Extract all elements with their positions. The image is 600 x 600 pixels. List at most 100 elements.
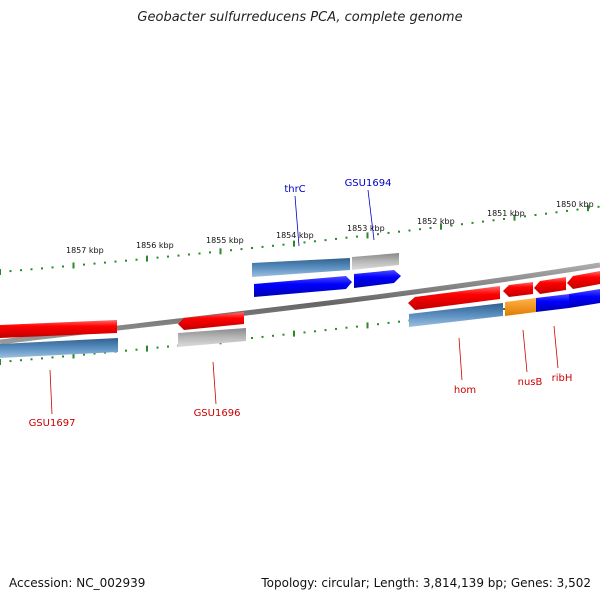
gene-edge-lower[interactable] — [569, 289, 600, 308]
minor-tick — [188, 253, 190, 256]
gene-ribH-lower[interactable] — [536, 294, 569, 312]
tick-label-1852: 1852 kbp — [417, 217, 455, 226]
minor-tick — [209, 251, 211, 254]
minor-tick — [377, 233, 379, 236]
gene-nusB-upper[interactable] — [503, 282, 533, 297]
reverse-gene-track — [0, 271, 600, 358]
gene-label-thrC[interactable]: thrC — [284, 184, 305, 195]
major-tick — [219, 248, 222, 255]
major-tick — [293, 240, 295, 247]
minor-tick — [156, 256, 159, 259]
leader-GSU1696 — [212, 361, 217, 405]
minor-tick — [261, 335, 264, 338]
tick-label-1855: 1855 kbp — [206, 236, 244, 245]
minor-tick — [576, 208, 579, 211]
gene-GSU1694-upper[interactable] — [352, 253, 399, 270]
major-tick — [293, 330, 295, 337]
major-tick — [72, 352, 75, 359]
gene-label-GSU1694[interactable]: GSU1694 — [345, 178, 392, 189]
major-tick — [440, 223, 442, 230]
gene-GSU1697-lower[interactable] — [0, 338, 118, 358]
minor-tick — [534, 214, 537, 216]
minor-tick — [62, 355, 64, 358]
major-tick — [146, 255, 148, 262]
outer-tick-ring — [0, 205, 600, 275]
minor-tick — [387, 231, 390, 234]
minor-tick — [251, 337, 253, 339]
minor-tick — [62, 265, 64, 268]
gene-GSU1697-upper[interactable] — [0, 320, 117, 338]
major-tick — [587, 205, 589, 212]
major-tick — [72, 262, 75, 269]
minor-tick — [9, 360, 12, 363]
gene-GSU1694-lower[interactable] — [354, 270, 401, 288]
minor-tick — [335, 237, 337, 240]
minor-tick — [566, 209, 568, 212]
minor-tick — [20, 359, 22, 362]
minor-tick — [555, 211, 558, 214]
minor-tick — [419, 228, 421, 231]
minor-tick — [125, 349, 127, 352]
tick-label-1850: 1850 kbp — [556, 200, 594, 209]
gene-label-ribH[interactable]: ribH — [552, 373, 573, 384]
tick-label-1851: 1851 kbp — [487, 209, 525, 218]
minor-tick — [408, 229, 411, 232]
gene-edge-upper[interactable] — [567, 271, 600, 289]
minor-tick — [282, 333, 285, 336]
minor-tick — [450, 224, 453, 227]
gene-GSU1696-upper[interactable] — [178, 312, 244, 330]
minor-tick — [135, 258, 138, 261]
minor-tick — [41, 357, 43, 360]
minor-tick — [177, 254, 180, 257]
gene-thrC-upper[interactable] — [252, 258, 350, 277]
minor-tick — [503, 308, 505, 310]
leader-thrC — [294, 195, 300, 247]
tick-label-1853: 1853 kbp — [347, 224, 385, 233]
major-tick — [146, 345, 148, 352]
minor-tick — [482, 220, 484, 223]
gene-hom-upper[interactable] — [408, 286, 500, 310]
gene-hom-lower[interactable] — [409, 303, 503, 327]
minor-tick — [30, 358, 33, 361]
minor-tick — [356, 235, 358, 238]
minor-tick — [345, 236, 348, 239]
gene-nusB-lower[interactable] — [505, 298, 536, 316]
major-tick — [0, 269, 1, 275]
minor-tick — [167, 255, 169, 258]
tick-label-1857: 1857 kbp — [66, 246, 104, 255]
minor-tick — [93, 262, 96, 265]
minor-tick — [125, 259, 127, 262]
minor-tick — [524, 215, 526, 218]
major-tick — [366, 232, 369, 239]
gene-ribH-upper[interactable] — [534, 277, 566, 294]
leader-ribH — [553, 325, 559, 369]
minor-tick — [597, 205, 600, 208]
leader-hom — [458, 337, 463, 381]
forward-gene-track — [252, 253, 401, 297]
gene-GSU1696-lower[interactable] — [178, 328, 246, 347]
minor-tick — [41, 267, 43, 270]
minor-tick — [324, 329, 327, 332]
minor-tick — [114, 260, 117, 263]
leader-nusB — [522, 329, 528, 373]
minor-tick — [335, 327, 337, 330]
minor-tick — [135, 348, 138, 351]
minor-tick — [20, 269, 22, 272]
gene-label-GSU1696[interactable]: GSU1696 — [194, 408, 241, 419]
minor-tick — [387, 321, 390, 324]
minor-tick — [471, 221, 474, 224]
minor-tick — [356, 325, 358, 328]
genome-title: Geobacter sulfurreducens PCA, complete g… — [137, 10, 463, 25]
minor-tick — [9, 270, 12, 273]
gene-label-hom[interactable]: hom — [454, 385, 476, 396]
gene-label-nusB[interactable]: nusB — [518, 377, 543, 388]
minor-tick — [303, 331, 306, 334]
minor-tick — [345, 326, 348, 329]
minor-tick — [93, 352, 96, 355]
minor-tick — [83, 263, 85, 266]
minor-tick — [272, 244, 274, 247]
minor-tick — [429, 227, 432, 229]
gene-thrC-lower[interactable] — [254, 276, 352, 297]
major-tick — [366, 322, 369, 329]
gene-label-GSU1697[interactable]: GSU1697 — [29, 418, 76, 429]
